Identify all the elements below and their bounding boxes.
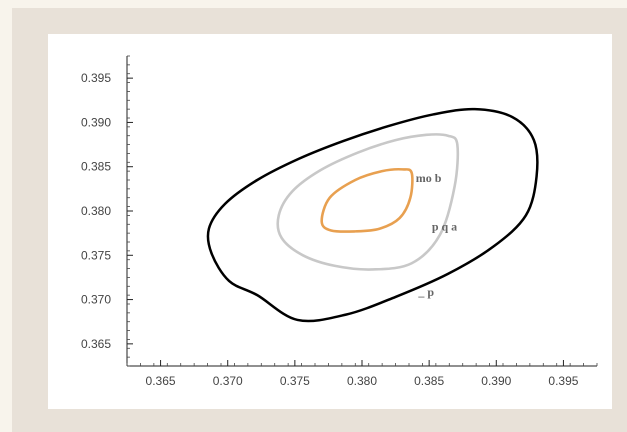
contour-label: _ p (417, 285, 434, 299)
x-tick-label: 0.385 (414, 374, 444, 388)
y-tick-label: 0.385 (81, 160, 111, 174)
x-tick-label: 0.365 (146, 374, 176, 388)
contour-line (206, 107, 539, 323)
axes: 0.365 0.370 0.375 0.380 0.385 0.390 0.395 0.365… (81, 55, 598, 388)
y-tick-label: 0.390 (81, 115, 111, 129)
contour-label: p q a (432, 219, 457, 233)
contour-line (320, 167, 414, 233)
contour-lines (206, 107, 539, 323)
plot-card (48, 34, 612, 409)
y-tick-label: 0.395 (81, 71, 111, 85)
contour-line (276, 133, 460, 271)
contour-label: mo b (416, 171, 442, 185)
y-tick-label: 0.365 (81, 337, 111, 351)
contour-labels: mo b p q a _ p (416, 171, 457, 299)
x-tick-label: 0.395 (548, 374, 578, 388)
x-tick-label: 0.370 (213, 374, 243, 388)
x-tick-label: 0.390 (481, 374, 511, 388)
x-tick-label: 0.380 (347, 374, 377, 388)
y-tick-label: 0.370 (81, 293, 111, 307)
y-tick-label: 0.380 (81, 204, 111, 218)
y-tick-label: 0.375 (81, 248, 111, 262)
x-tick-label: 0.375 (280, 374, 310, 388)
